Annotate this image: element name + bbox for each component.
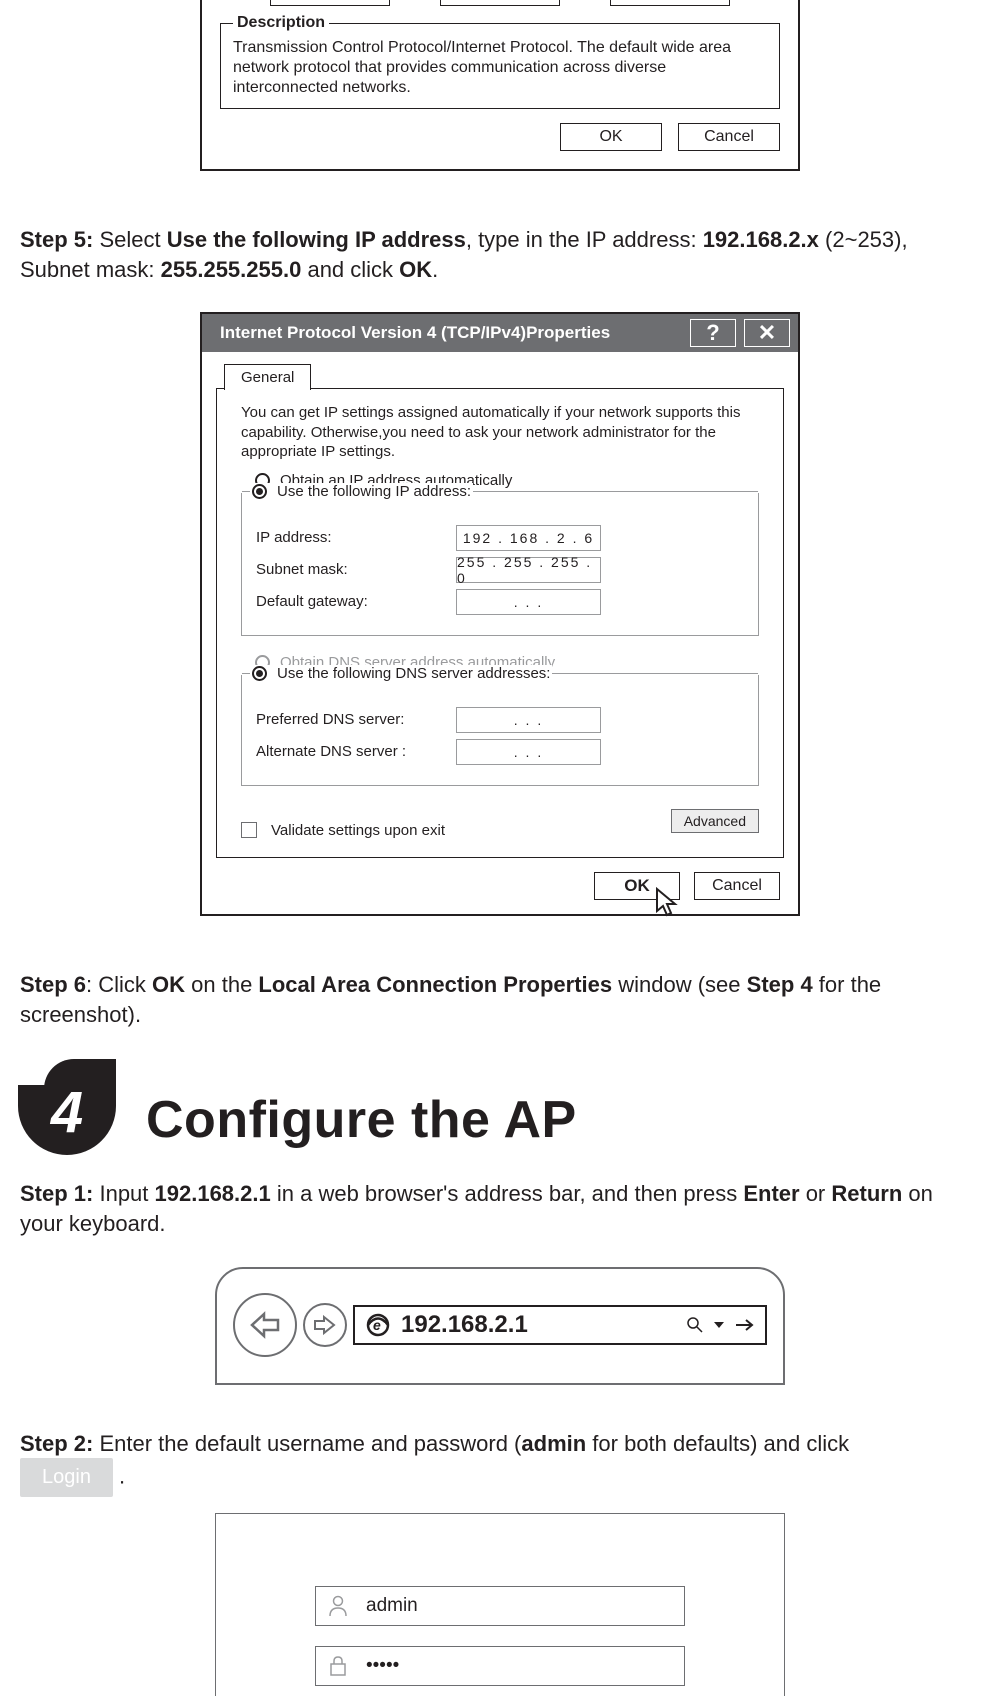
arrow-right-icon — [312, 1314, 338, 1336]
radio-use-ip[interactable]: Use the following IP address: — [252, 483, 471, 500]
user-icon — [316, 1595, 360, 1617]
svg-text:e: e — [373, 1317, 381, 1333]
ok-button[interactable]: OK — [594, 872, 680, 900]
install-button[interactable]: Install... — [270, 0, 390, 6]
password-value: ••••• — [360, 1655, 399, 1677]
section-4-heading: 4 Configure the AP — [0, 1085, 1000, 1155]
intro-text: You can get IP settings assigned automat… — [241, 403, 759, 462]
subnet-mask-label: Subnet mask: — [256, 561, 456, 578]
lac-properties-dialog-partial: Install... Uninstall... Properties Descr… — [200, 0, 800, 171]
lock-icon — [316, 1655, 360, 1677]
preferred-dns-label: Preferred DNS server: — [256, 711, 456, 728]
general-panel: You can get IP settings assigned automat… — [216, 388, 784, 858]
password-field[interactable]: ••••• — [315, 1646, 685, 1686]
alternate-dns-label: Alternate DNS server : — [256, 743, 456, 760]
ie-icon: e — [365, 1312, 391, 1338]
step6-label: Step 6 — [20, 972, 86, 997]
ip-address-label: IP address: — [256, 529, 456, 546]
description-text: Transmission Control Protocol/Internet P… — [233, 38, 767, 98]
properties-button[interactable]: Properties — [610, 0, 730, 6]
checkbox-icon — [241, 822, 257, 838]
dialog-titlebar: Internet Protocol Version 4 (TCP/IPv4)Pr… — [202, 314, 798, 352]
dns-group: Use the following DNS server addresses: … — [241, 675, 759, 786]
s4-step2-label: Step 2: — [20, 1431, 93, 1456]
description-group: Description Transmission Control Protoco… — [220, 14, 780, 109]
section-title: Configure the AP — [146, 1090, 577, 1150]
cursor-icon — [655, 887, 683, 919]
radio-use-dns[interactable]: Use the following DNS server addresses: — [252, 665, 550, 682]
username-value: admin — [360, 1595, 418, 1617]
search-icon — [687, 1317, 703, 1333]
advanced-button[interactable]: Advanced — [671, 809, 759, 833]
go-arrow-icon — [735, 1318, 755, 1332]
radio-icon — [252, 484, 267, 499]
browser-addressbar-mock: e 192.168.2.1 — [215, 1267, 785, 1385]
close-button[interactable]: ✕ — [744, 319, 790, 347]
step5-paragraph: Step 5: Select Use the following IP addr… — [0, 225, 1000, 284]
uninstall-button[interactable]: Uninstall... — [440, 0, 560, 6]
ip-address-input[interactable]: 192 . 168 . 2 . 6 — [456, 525, 601, 551]
dialog-button-row: Install... Uninstall... Properties — [220, 0, 780, 8]
description-legend: Description — [233, 14, 329, 32]
radio-icon — [252, 666, 267, 681]
login-panel: admin ••••• — [215, 1513, 785, 1696]
preferred-dns-input[interactable]: . . . — [456, 707, 601, 733]
tab-general[interactable]: General — [224, 364, 311, 390]
validate-checkbox-row[interactable]: Validate settings upon exit — [241, 822, 445, 839]
alternate-dns-input[interactable]: . . . — [456, 739, 601, 765]
section-number-badge: 4 — [18, 1085, 116, 1155]
arrow-left-icon — [248, 1311, 282, 1339]
dialog-title: Internet Protocol Version 4 (TCP/IPv4)Pr… — [220, 323, 610, 343]
ip-group: Use the following IP address: IP address… — [241, 493, 759, 636]
subnet-mask-input[interactable]: 255 . 255 . 255 . 0 — [456, 557, 601, 583]
default-gateway-label: Default gateway: — [256, 593, 456, 610]
address-bar[interactable]: e 192.168.2.1 — [353, 1305, 767, 1345]
s4-step1-label: Step 1: — [20, 1181, 93, 1206]
cancel-button[interactable]: Cancel — [694, 872, 780, 900]
step6-paragraph: Step 6: Click OK on the Local Area Conne… — [0, 970, 1000, 1029]
step5-label: Step 5: — [20, 227, 93, 252]
ok-button[interactable]: OK — [560, 123, 662, 151]
section-number: 4 — [51, 1079, 83, 1146]
cancel-button[interactable]: Cancel — [678, 123, 780, 151]
help-button[interactable]: ? — [690, 319, 736, 347]
username-field[interactable]: admin — [315, 1586, 685, 1626]
s4-step1-paragraph: Step 1: Input 192.168.2.1 in a web brows… — [0, 1179, 1000, 1238]
url-text: 192.168.2.1 — [401, 1311, 528, 1339]
default-gateway-input[interactable]: . . . — [456, 589, 601, 615]
login-button-chip[interactable]: Login — [20, 1458, 113, 1497]
back-button[interactable] — [233, 1293, 297, 1357]
forward-button[interactable] — [303, 1303, 347, 1347]
dropdown-icon — [713, 1319, 725, 1331]
s4-step2-paragraph: Step 2: Enter the default username and p… — [0, 1429, 1000, 1498]
ipv4-properties-dialog: Internet Protocol Version 4 (TCP/IPv4)Pr… — [200, 312, 800, 916]
